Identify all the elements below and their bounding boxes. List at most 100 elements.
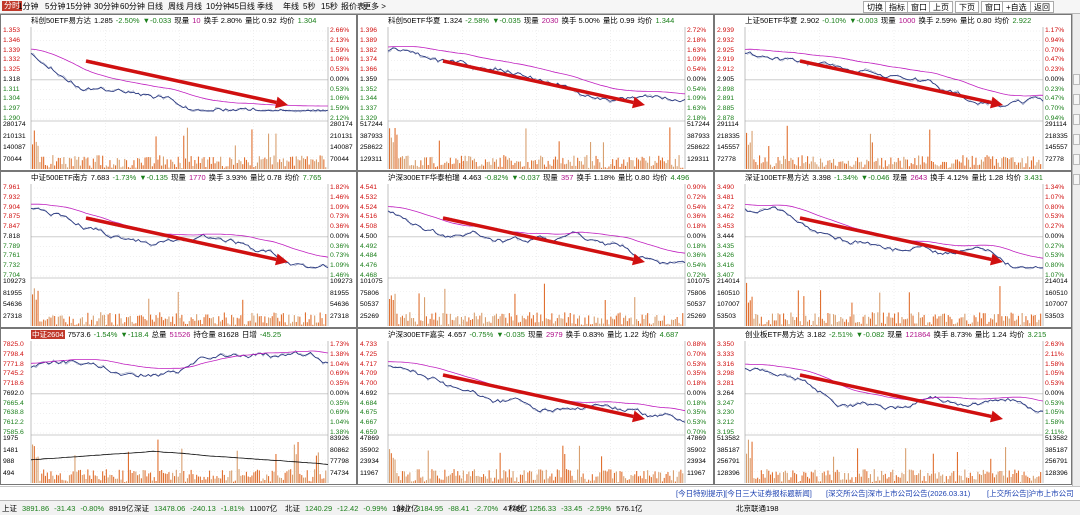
volume-bar bbox=[409, 165, 411, 169]
sidebar-button[interactable] bbox=[1073, 134, 1080, 145]
news-headline[interactable]: [今日特别提示][今日三大证券报标题新闻] bbox=[676, 489, 812, 498]
period-tab[interactable]: 1分钟 bbox=[18, 2, 39, 11]
volume-bar bbox=[536, 164, 538, 169]
volume-bar bbox=[188, 161, 190, 169]
volume-bar bbox=[109, 160, 111, 169]
period-tab[interactable]: 60分钟 bbox=[120, 2, 145, 11]
index-price: 1240.29 bbox=[305, 504, 333, 513]
index-quote[interactable]: 北证 1240.29 -12.42 -0.99% 134.7亿 bbox=[285, 503, 423, 514]
volume-bar bbox=[321, 478, 323, 483]
volume-bar bbox=[786, 472, 788, 483]
volume-bar bbox=[899, 477, 901, 483]
period-tab[interactable]: 分时 bbox=[2, 1, 22, 11]
sidebar-button[interactable] bbox=[1073, 114, 1080, 125]
index-quote[interactable]: 科创 1256.33 -33.45 -2.59% 576.1亿 bbox=[509, 503, 647, 514]
period-tab[interactable]: 更多 > bbox=[363, 2, 386, 11]
volume-bar bbox=[290, 156, 292, 169]
sidebar-button[interactable] bbox=[1073, 94, 1080, 105]
toolbar-button[interactable]: +自选 bbox=[1002, 1, 1031, 13]
volume-bar bbox=[124, 158, 126, 169]
chart-panel[interactable]: 深证100ETF易方达 3.398 -1.34% ▼-0.046 现量 2643 换手 4.… bbox=[714, 171, 1072, 328]
volume-bar bbox=[836, 166, 838, 169]
volume-bar bbox=[894, 161, 896, 169]
volume-bar bbox=[50, 163, 52, 169]
volume-bar bbox=[566, 163, 568, 169]
period-tab[interactable]: 日线 bbox=[147, 2, 163, 11]
period-tab[interactable]: 15分钟 bbox=[66, 2, 91, 11]
index-vol: 576.1亿 bbox=[616, 504, 643, 513]
volume-bar bbox=[849, 165, 851, 169]
sidebar-button[interactable] bbox=[1073, 174, 1080, 185]
percent-tick-label: 0.53% bbox=[1045, 380, 1065, 388]
volume-bar bbox=[118, 313, 120, 326]
turnover-rate: 换手 1.18% bbox=[576, 173, 615, 182]
volume-bar bbox=[317, 322, 319, 326]
index-quote[interactable]: 深证 13478.06 -240.13 -1.81% 11007亿 bbox=[134, 503, 282, 514]
sidebar-button[interactable] bbox=[1073, 74, 1080, 85]
price-tick-label: 4.717 bbox=[360, 360, 378, 368]
volume-bar bbox=[315, 455, 317, 483]
volume-bar bbox=[253, 167, 255, 169]
volume-bar bbox=[57, 316, 59, 326]
volume-bar bbox=[310, 481, 312, 483]
chart-panel[interactable]: 中证2604 7573.6 -1.54% ▼-118.4 总量 51526 持仓量 8162… bbox=[0, 328, 357, 485]
volume-bar bbox=[238, 469, 240, 483]
chart-panel[interactable]: 上证50ETF华夏 2.902 -0.10% ▼-0.003 现量 1000 换手 2.59… bbox=[714, 14, 1072, 171]
period-tab[interactable]: 45日线 bbox=[230, 2, 255, 11]
toolbar-button[interactable]: 返回 bbox=[1030, 1, 1054, 13]
chart-panel[interactable]: 沪深300ETF华泰柏瑞 4.463 -0.82% ▼-0.037 现量 357 换手 1.… bbox=[357, 171, 714, 328]
chart-panel[interactable]: 中证500ETF南方 7.683 -1.73% ▼-0.135 现量 1770 换手 3.9… bbox=[0, 171, 357, 328]
toolbar-button[interactable]: 上页 bbox=[929, 1, 953, 13]
period-tab[interactable]: 报价表 bbox=[341, 2, 365, 11]
period-tab[interactable]: 季线 bbox=[257, 2, 273, 11]
index-quote[interactable]: 上证 3891.86 -31.43 -0.80% 8919亿 bbox=[2, 503, 138, 514]
toolbar-button[interactable]: 下页 bbox=[955, 1, 979, 13]
chart-panel[interactable]: 创业板ETF易方达 3.182 -2.51% ▼-0.082 现量 121864 换手 8.… bbox=[714, 328, 1072, 485]
toolbar-button[interactable]: 窗口 bbox=[907, 1, 931, 13]
change-amount: ▼-0.033 bbox=[142, 16, 172, 25]
period-tab[interactable]: 月线 bbox=[186, 2, 202, 11]
toolbar-button[interactable]: 切换 bbox=[863, 1, 887, 13]
period-tab[interactable]: 年线 bbox=[283, 2, 299, 11]
volume-bar bbox=[590, 480, 592, 483]
chart-panel[interactable]: 沪深300ETF嘉实 4.657 -0.75% ▼-0.035 现量 2979 换手 0.8… bbox=[357, 328, 714, 485]
index-quote[interactable]: 创业 3184.95 -88.41 -2.70% 4778亿 bbox=[396, 503, 532, 514]
volume-bar bbox=[884, 160, 886, 169]
volume-bar bbox=[488, 321, 490, 326]
percent-tick-label: 0.53% bbox=[330, 85, 350, 93]
news-headline[interactable]: [上交所公告]沪市上市公司 bbox=[987, 489, 1074, 498]
volume-label: 现量 bbox=[892, 173, 908, 182]
volume-tick-label-left: 11967 bbox=[360, 469, 379, 477]
turnover-rate: 换手 0.83% bbox=[565, 330, 604, 339]
volume-bar bbox=[527, 472, 529, 483]
period-tab[interactable]: 10分钟 bbox=[206, 2, 231, 11]
volume-bar bbox=[314, 315, 316, 326]
turnover-rate: 换手 5.00% bbox=[561, 16, 600, 25]
index-name: 北证 bbox=[285, 504, 300, 513]
volume-bar bbox=[910, 313, 912, 326]
volume-bar bbox=[418, 293, 420, 326]
volume-bar bbox=[881, 470, 883, 483]
period-tab[interactable]: 5秒 bbox=[303, 2, 316, 11]
volume-bar bbox=[547, 478, 549, 483]
sidebar-button[interactable] bbox=[1073, 154, 1080, 165]
chart-panel[interactable]: 科创50ETF华夏 1.324 -2.58% ▼-0.035 现量 2030 换手 5.00… bbox=[357, 14, 714, 171]
period-tab[interactable]: 15秒 bbox=[321, 2, 338, 11]
volume-bar bbox=[33, 288, 35, 326]
volume-bar bbox=[205, 167, 207, 169]
volume-bar bbox=[94, 161, 96, 169]
toolbar-button[interactable]: 窗口 bbox=[981, 1, 1005, 13]
volume-bar bbox=[538, 322, 540, 326]
news-headline[interactable]: [深交所公告]深市上市公司公告(2026.03.31) bbox=[826, 489, 971, 498]
chart-panel[interactable]: 科创50ETF易方达 1.285 -2.50% ▼-0.033 现量 10 换手 2.80%… bbox=[0, 14, 357, 171]
percent-tick-label: 0.54% bbox=[687, 203, 707, 211]
period-tab[interactable]: 周线 bbox=[168, 2, 184, 11]
volume-bar bbox=[464, 315, 466, 326]
price-tick-label: 1.353 bbox=[3, 27, 21, 34]
volume-bar bbox=[284, 322, 286, 326]
volume-bar bbox=[472, 471, 474, 483]
period-tab[interactable]: 30分钟 bbox=[94, 2, 119, 11]
period-tab[interactable]: 5分钟 bbox=[45, 2, 66, 11]
toolbar-button[interactable]: 指标 bbox=[885, 1, 909, 13]
volume-bar bbox=[805, 162, 807, 169]
